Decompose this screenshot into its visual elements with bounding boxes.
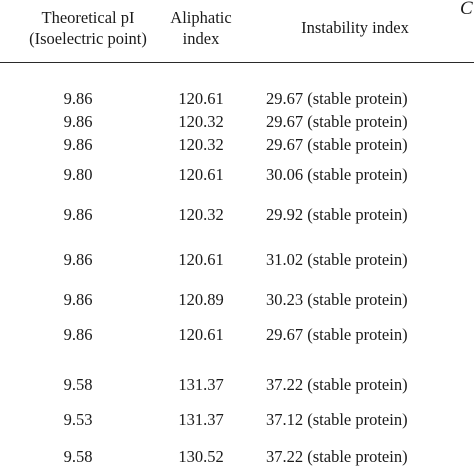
cell-instability-index: 30.23 (stable protein): [266, 290, 408, 309]
cell-aliphatic-index: 130.52: [178, 447, 224, 466]
header-instability-label: Instability index: [301, 18, 409, 37]
cell-theoretical-pi: 9.86: [63, 135, 93, 154]
cell-instability-index: 29.92 (stable protein): [266, 205, 408, 224]
cell-theoretical-pi: 9.86: [63, 290, 93, 309]
header-pi-line-1: Theoretical pI: [41, 8, 135, 27]
cell-aliphatic-index: 131.37: [178, 375, 224, 394]
cell-aliphatic-index: 120.61: [178, 250, 224, 269]
cell-instability-index: 31.02 (stable protein): [266, 250, 408, 269]
cell-instability-index: 29.67 (stable protein): [266, 135, 408, 154]
header-instability-index: Instability index: [255, 17, 455, 38]
cell-theoretical-pi: 9.58: [63, 447, 93, 466]
cell-theoretical-pi: 9.58: [63, 375, 93, 394]
cell-theoretical-pi: 9.86: [63, 89, 93, 108]
cell-theoretical-pi: 9.86: [63, 325, 93, 344]
cell-instability-index: 29.67 (stable protein): [266, 112, 408, 131]
cell-aliphatic-index: 120.89: [178, 290, 224, 309]
cell-instability-index: 37.22 (stable protein): [266, 447, 408, 466]
cell-instability-index: 29.67 (stable protein): [266, 325, 408, 344]
cut-off-column-glyph: C: [460, 0, 473, 19]
cell-theoretical-pi: 9.86: [63, 112, 93, 131]
cell-aliphatic-index: 120.61: [178, 325, 224, 344]
cell-theoretical-pi: 9.86: [63, 205, 93, 224]
header-aliphatic-line-2: index: [182, 29, 220, 48]
cell-aliphatic-index: 120.32: [178, 205, 224, 224]
cell-instability-index: 30.06 (stable protein): [266, 165, 408, 184]
cell-aliphatic-index: 120.61: [178, 165, 224, 184]
header-divider: [0, 62, 474, 64]
header-aliphatic-index: Aliphatic index: [160, 7, 242, 49]
cell-aliphatic-index: 120.61: [178, 89, 224, 108]
cell-theoretical-pi: 9.53: [63, 410, 93, 429]
cell-theoretical-pi: 9.80: [63, 165, 93, 184]
cell-instability-index: 37.22 (stable protein): [266, 375, 408, 394]
header-aliphatic-line-1: Aliphatic: [170, 8, 232, 27]
cell-instability-index: 29.67 (stable protein): [266, 89, 408, 108]
header-pi-line-2: (Isoelectric point): [29, 29, 147, 48]
cell-aliphatic-index: 120.32: [178, 112, 224, 131]
header-theoretical-pi: Theoretical pI (Isoelectric point): [12, 7, 164, 49]
cell-aliphatic-index: 120.32: [178, 135, 224, 154]
cell-instability-index: 37.12 (stable protein): [266, 410, 408, 429]
cell-theoretical-pi: 9.86: [63, 250, 93, 269]
cell-aliphatic-index: 131.37: [178, 410, 224, 429]
